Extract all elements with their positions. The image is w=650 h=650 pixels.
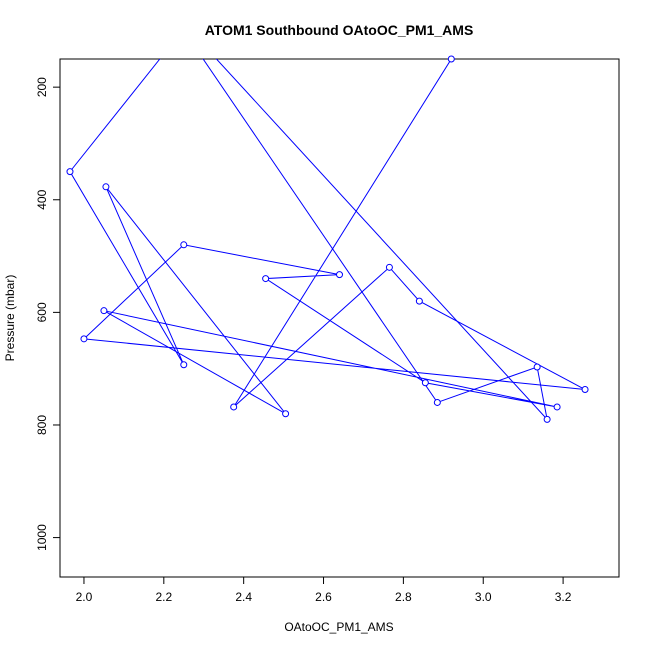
data-point	[533, 363, 541, 371]
y-tick-label: 1000	[35, 524, 49, 551]
plot-frame	[59, 58, 620, 578]
x-tick-label: 2.2	[155, 590, 172, 604]
chart-title: ATOM1 Southbound OAtoOC_PM1_AMS	[205, 22, 474, 38]
data-point	[230, 403, 238, 411]
y-tick-label: 800	[35, 415, 49, 435]
data-point	[66, 168, 74, 176]
y-tick-label: 400	[35, 189, 49, 209]
series-layer	[69, 59, 586, 421]
data-point	[433, 398, 441, 406]
points-layer	[66, 55, 589, 423]
data-point	[100, 307, 108, 315]
series-line-segment	[202, 59, 548, 421]
x-tick-label: 3.2	[555, 590, 572, 604]
y-axis: 200 400 600 800 1000	[35, 77, 60, 551]
y-axis-label: Pressure (mbar)	[3, 275, 17, 362]
data-point	[581, 386, 589, 394]
series-line	[69, 59, 586, 415]
x-tick-label: 2.6	[315, 590, 332, 604]
data-point	[415, 297, 423, 305]
data-point	[80, 335, 88, 343]
data-point	[553, 403, 561, 411]
x-axis: 2.0 2.2 2.4 2.6 2.8 3.0 3.2	[76, 577, 572, 604]
x-tick-label: 3.0	[475, 590, 492, 604]
data-point	[421, 379, 429, 387]
data-point	[262, 275, 270, 283]
data-point	[385, 263, 393, 271]
y-tick-label: 600	[35, 302, 49, 322]
data-point	[180, 241, 188, 249]
x-axis-label: OAtoOC_PM1_AMS	[284, 620, 393, 634]
data-point	[282, 410, 290, 418]
data-point	[447, 55, 455, 63]
data-point	[543, 415, 551, 423]
y-tick-label: 200	[35, 77, 49, 97]
data-point	[102, 183, 110, 191]
x-tick-label: 2.0	[76, 590, 93, 604]
x-tick-label: 2.4	[235, 590, 252, 604]
data-point	[180, 361, 188, 369]
data-point	[336, 271, 343, 279]
x-tick-label: 2.8	[395, 590, 412, 604]
